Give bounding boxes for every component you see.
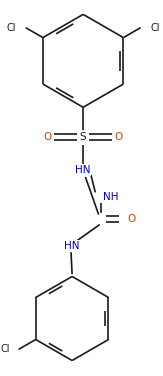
Text: S: S — [80, 132, 86, 142]
Text: O: O — [44, 132, 52, 142]
Text: NH: NH — [103, 192, 119, 202]
Text: O: O — [127, 214, 136, 224]
Text: HN: HN — [75, 165, 91, 175]
Text: Cl: Cl — [7, 23, 16, 33]
Text: Cl: Cl — [150, 23, 160, 33]
Text: HN: HN — [64, 241, 80, 250]
Text: O: O — [114, 132, 123, 142]
Text: Cl: Cl — [0, 344, 10, 355]
